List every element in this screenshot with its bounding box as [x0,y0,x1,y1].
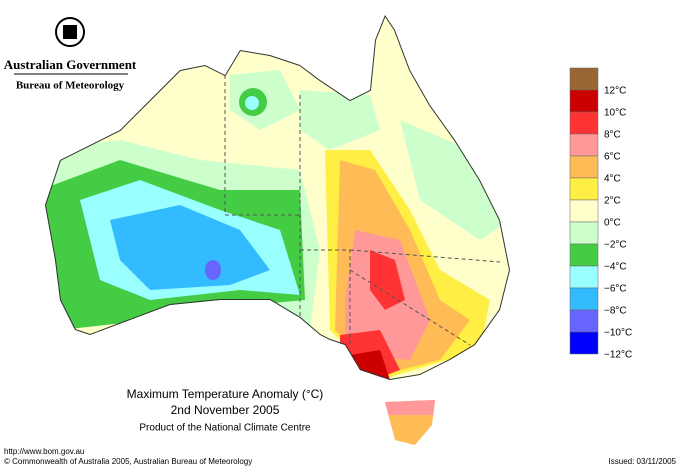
legend-label: −4°C [604,262,627,273]
legend-swatch [569,221,599,245]
issued-date: Issued: 03/11/2005 [609,457,677,466]
legend-swatch [569,67,599,91]
legend-swatch [569,155,599,179]
tasmania [385,400,435,445]
legend-swatch [569,287,599,311]
legend-swatch [569,199,599,223]
map-product: Product of the National Climate Centre [139,423,311,434]
legend-label: 12°C [604,86,626,97]
copyright: © Commonwealth of Australia 2005, Austra… [4,457,252,466]
legend-swatch [569,133,599,157]
legend-label: −6°C [604,284,627,295]
legend-label: 10°C [604,108,626,119]
legend: 12°C 10°C 8°C 6°C 4°C 2°C 0°C −2°C −4°C −6°C −8°C −… [569,67,632,361]
agency-name: Australian Government [4,57,137,72]
legend-swatch [569,89,599,113]
legend-label: 2°C [604,196,621,207]
legend-label: 0°C [604,218,621,229]
legend-swatch [569,243,599,267]
bureau-name: Bureau of Meteorology [16,80,125,92]
legend-label: −2°C [604,240,627,251]
legend-label: 8°C [604,130,621,141]
legend-label: −10°C [604,328,632,339]
legend-swatch [569,111,599,135]
legend-label: −8°C [604,306,627,317]
legend-label: 4°C [604,174,621,185]
map-title: Maximum Temperature Anomaly (°C) [127,387,324,401]
map-date: 2nd November 2005 [171,403,280,417]
coastline [45,15,510,380]
legend-label: 6°C [604,152,621,163]
legend-label: −12°C [604,350,632,361]
legend-swatch [569,177,599,201]
legend-swatch [569,309,599,333]
legend-swatch [569,331,599,355]
legend-swatch [569,265,599,289]
emblem [14,17,128,75]
url: http://www.bom.gov.au [4,447,84,456]
